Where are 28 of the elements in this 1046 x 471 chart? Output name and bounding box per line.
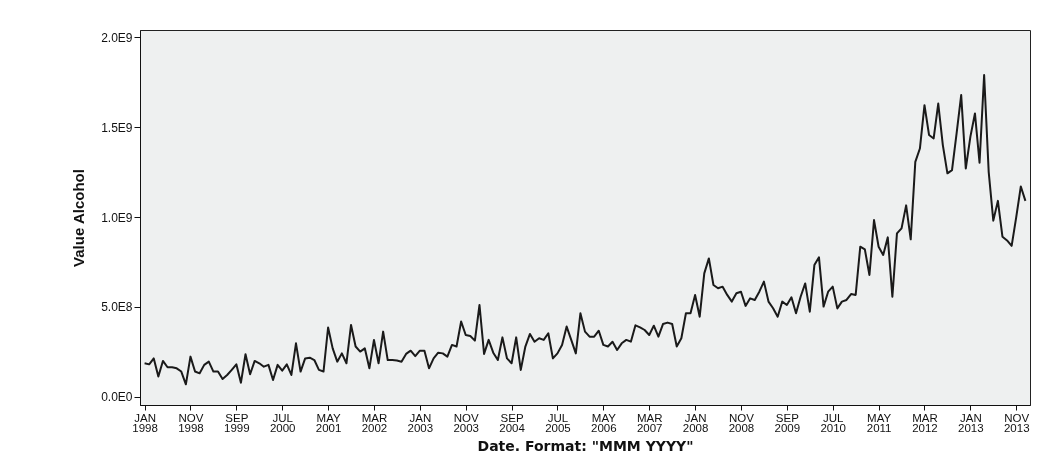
x-tick-label: MAY 2006 <box>591 411 617 434</box>
x-tick-label: MAY 2011 <box>866 411 892 434</box>
x-tick-label: MAY 2001 <box>315 411 342 434</box>
y-tick-label: 2.0E9 <box>101 30 133 45</box>
y-tick-label: 0.0E0 <box>101 390 133 405</box>
x-tick-label: NOV 2008 <box>728 411 755 434</box>
y-tick-label: 1.0E9 <box>101 210 133 225</box>
x-tick-label: JUL 2010 <box>820 411 847 434</box>
x-tick-label: JAN 2008 <box>682 411 709 434</box>
x-tick-label: JUL 2000 <box>269 411 296 434</box>
x-tick-label: JUL 2005 <box>545 411 571 434</box>
x-tick-label: MAR 2002 <box>361 411 388 434</box>
x-tick-label: MAR 2012 <box>912 411 938 434</box>
x-tick-label: MAR 2007 <box>636 411 663 434</box>
y-tick-label: 1.5E9 <box>101 120 133 135</box>
y-tick-label: 5.0E8 <box>101 300 133 315</box>
x-tick-label: NOV 2003 <box>453 411 480 434</box>
x-tick-label: NOV 1998 <box>178 411 204 434</box>
x-tick-label: SEP 2004 <box>499 411 526 434</box>
x-tick-label: NOV 2013 <box>1003 411 1030 434</box>
x-tick-label: SEP 2009 <box>774 411 801 434</box>
x-tick-label: JAN 1998 <box>132 411 158 434</box>
x-tick-label: JAN 2003 <box>407 411 434 434</box>
line-series <box>143 73 1027 386</box>
y-axis-title: Value Alcohol <box>70 169 88 267</box>
x-tick-label: SEP 1999 <box>224 411 250 434</box>
x-axis-title: Date. Format: "MMM YYYY" <box>477 438 694 454</box>
x-tick-label: JAN 2013 <box>958 411 984 434</box>
